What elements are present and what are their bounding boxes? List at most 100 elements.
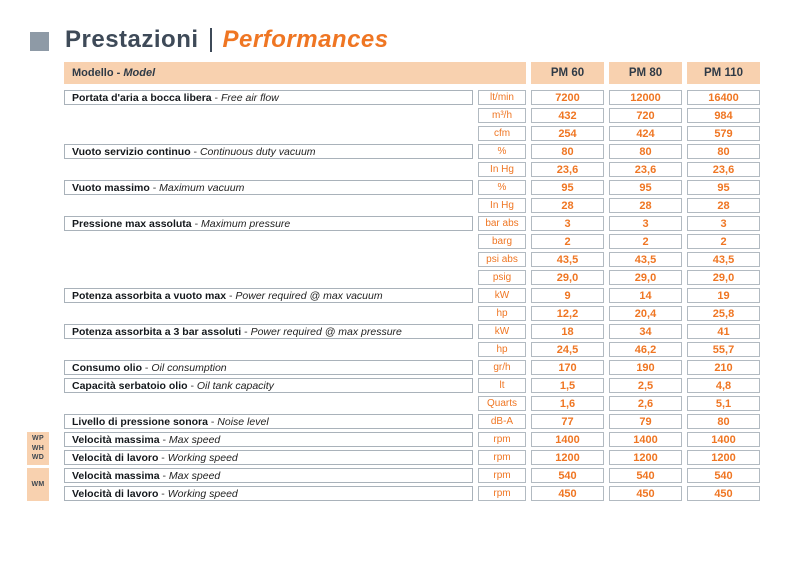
speed-group-wp-wh-wd: WP WH WD: [27, 432, 49, 465]
value-cell: 34: [609, 324, 682, 339]
row-label-italian: Velocità di lavoro: [72, 487, 159, 500]
table-row: Consumo olio - Oil consumption gr/h 170 190…: [64, 360, 764, 375]
row-label-spacer: [64, 234, 473, 249]
value-cell: 3: [531, 216, 604, 231]
row-label-separator: -: [211, 91, 221, 104]
table-row: hp 24,5 46,2 55,7: [64, 342, 764, 357]
unit-cell: rpm: [478, 468, 526, 483]
row-label-italian: Livello di pressione sonora: [72, 415, 208, 428]
row-label-separator: -: [149, 181, 160, 194]
table-row: Potenza assorbita a vuoto max - Power re…: [64, 288, 764, 303]
value-cell: 1400: [687, 432, 760, 447]
table-header-row: Modello - Model PM 60 PM 80 PM 110: [64, 62, 764, 84]
unit-cell: hp: [478, 306, 526, 321]
row-label-italian: Velocità di lavoro: [72, 451, 159, 464]
value-cell: 19: [687, 288, 760, 303]
row-label-english: Oil consumption: [151, 361, 227, 374]
row-label: Velocità di lavoro - Working speed: [64, 486, 473, 501]
value-cell: 450: [687, 486, 760, 501]
unit-cell: Quarts: [478, 396, 526, 411]
unit-cell: dB-A: [478, 414, 526, 429]
table-row: cfm 254 424 579: [64, 126, 764, 141]
row-label-italian: Potenza assorbita a vuoto max: [72, 289, 227, 302]
value-cell: 77: [531, 414, 604, 429]
table-row: Vuoto massimo - Maximum vacuum% 95 95 95: [64, 180, 764, 195]
unit-cell: rpm: [478, 486, 526, 501]
row-label-separator: -: [158, 487, 168, 500]
unit-cell: %: [478, 180, 526, 195]
row-label-separator: -: [142, 361, 152, 374]
row-label-english: Oil tank capacity: [196, 379, 274, 392]
value-cell: 1200: [609, 450, 682, 465]
row-label-separator: -: [159, 433, 169, 446]
unit-cell: gr/h: [478, 360, 526, 375]
value-cell: 95: [609, 180, 682, 195]
unit-cell: barg: [478, 234, 526, 249]
model-header-cell: Modello - Model: [64, 62, 526, 84]
value-cell: 12,2: [531, 306, 604, 321]
table-row: In Hg 23,6 23,6 23,6: [64, 162, 764, 177]
row-label-separator: -: [191, 217, 201, 230]
table-row: Quarts 1,6 2,6 5,1: [64, 396, 764, 411]
row-label-separator: -: [207, 415, 218, 428]
speed-variant-code: WP: [32, 435, 44, 443]
unit-cell: lt: [478, 378, 526, 393]
value-cell: 5,1: [687, 396, 760, 411]
row-label-spacer: [64, 270, 473, 285]
row-label: Velocità massima - Max speed: [64, 432, 473, 447]
unit-cell: rpm: [478, 450, 526, 465]
unit-cell: %: [478, 144, 526, 159]
page-title-italian: Prestazioni: [65, 26, 199, 53]
value-cell: 1200: [531, 450, 604, 465]
row-label-english: Power required @ max vacuum: [235, 289, 383, 302]
unit-cell: bar abs: [478, 216, 526, 231]
value-cell: 80: [687, 414, 760, 429]
page-title: Prestazioni Performances: [65, 22, 389, 58]
page-title-english: Performances: [222, 26, 389, 53]
value-cell: 43,5: [531, 252, 604, 267]
value-cell: 1200: [687, 450, 760, 465]
row-label: Velocità massima - Max speed: [64, 468, 473, 483]
column-header-pm60: PM 60: [531, 62, 604, 84]
value-cell: 28: [531, 198, 604, 213]
value-cell: 3: [687, 216, 760, 231]
row-label: Potenza assorbita a vuoto max - Power re…: [64, 288, 473, 303]
row-label-italian: Vuoto massimo: [72, 181, 150, 194]
value-cell: 79: [609, 414, 682, 429]
value-cell: 254: [531, 126, 604, 141]
value-cell: 540: [531, 468, 604, 483]
value-cell: 20,4: [609, 306, 682, 321]
row-label-italian: Velocità massima: [72, 469, 160, 482]
row-label-english: Noise level: [217, 415, 269, 428]
row-label-spacer: [64, 162, 473, 177]
table-row: Pressione max assoluta - Maximum pressur…: [64, 216, 764, 231]
row-label-italian: Vuoto servizio continuo: [72, 145, 191, 158]
table-rows: Portata d'aria a bocca libera - Free air…: [64, 90, 764, 501]
value-cell: 95: [531, 180, 604, 195]
model-label-english: Model: [123, 67, 156, 79]
model-label-separator: -: [113, 67, 124, 79]
row-label: Consumo olio - Oil consumption: [64, 360, 473, 375]
section-marker-square: [30, 32, 49, 51]
value-cell: 2: [609, 234, 682, 249]
value-cell: 80: [687, 144, 760, 159]
column-header-pm80: PM 80: [609, 62, 682, 84]
value-cell: 2: [531, 234, 604, 249]
row-label: Velocità di lavoro - Working speed: [64, 450, 473, 465]
row-label-english: Working speed: [167, 451, 238, 464]
row-label-spacer: [64, 306, 473, 321]
value-cell: 579: [687, 126, 760, 141]
row-label-italian: Capacità serbatoio olio: [72, 379, 188, 392]
row-label-italian: Portata d'aria a bocca libera: [72, 91, 212, 104]
row-label-separator: -: [187, 379, 197, 392]
row-label-english: Maximum vacuum: [159, 181, 245, 194]
value-cell: 12000: [609, 90, 682, 105]
table-row: hp 12,2 20,4 25,8: [64, 306, 764, 321]
row-label-english: Free air flow: [220, 91, 279, 104]
table-row: Potenza assorbita a 3 bar assoluti - Pow…: [64, 324, 764, 339]
table-row: Livello di pressione sonora - Noise leve…: [64, 414, 764, 429]
row-label-english: Working speed: [167, 487, 238, 500]
row-label-italian: Consumo olio: [72, 361, 142, 374]
value-cell: 80: [609, 144, 682, 159]
